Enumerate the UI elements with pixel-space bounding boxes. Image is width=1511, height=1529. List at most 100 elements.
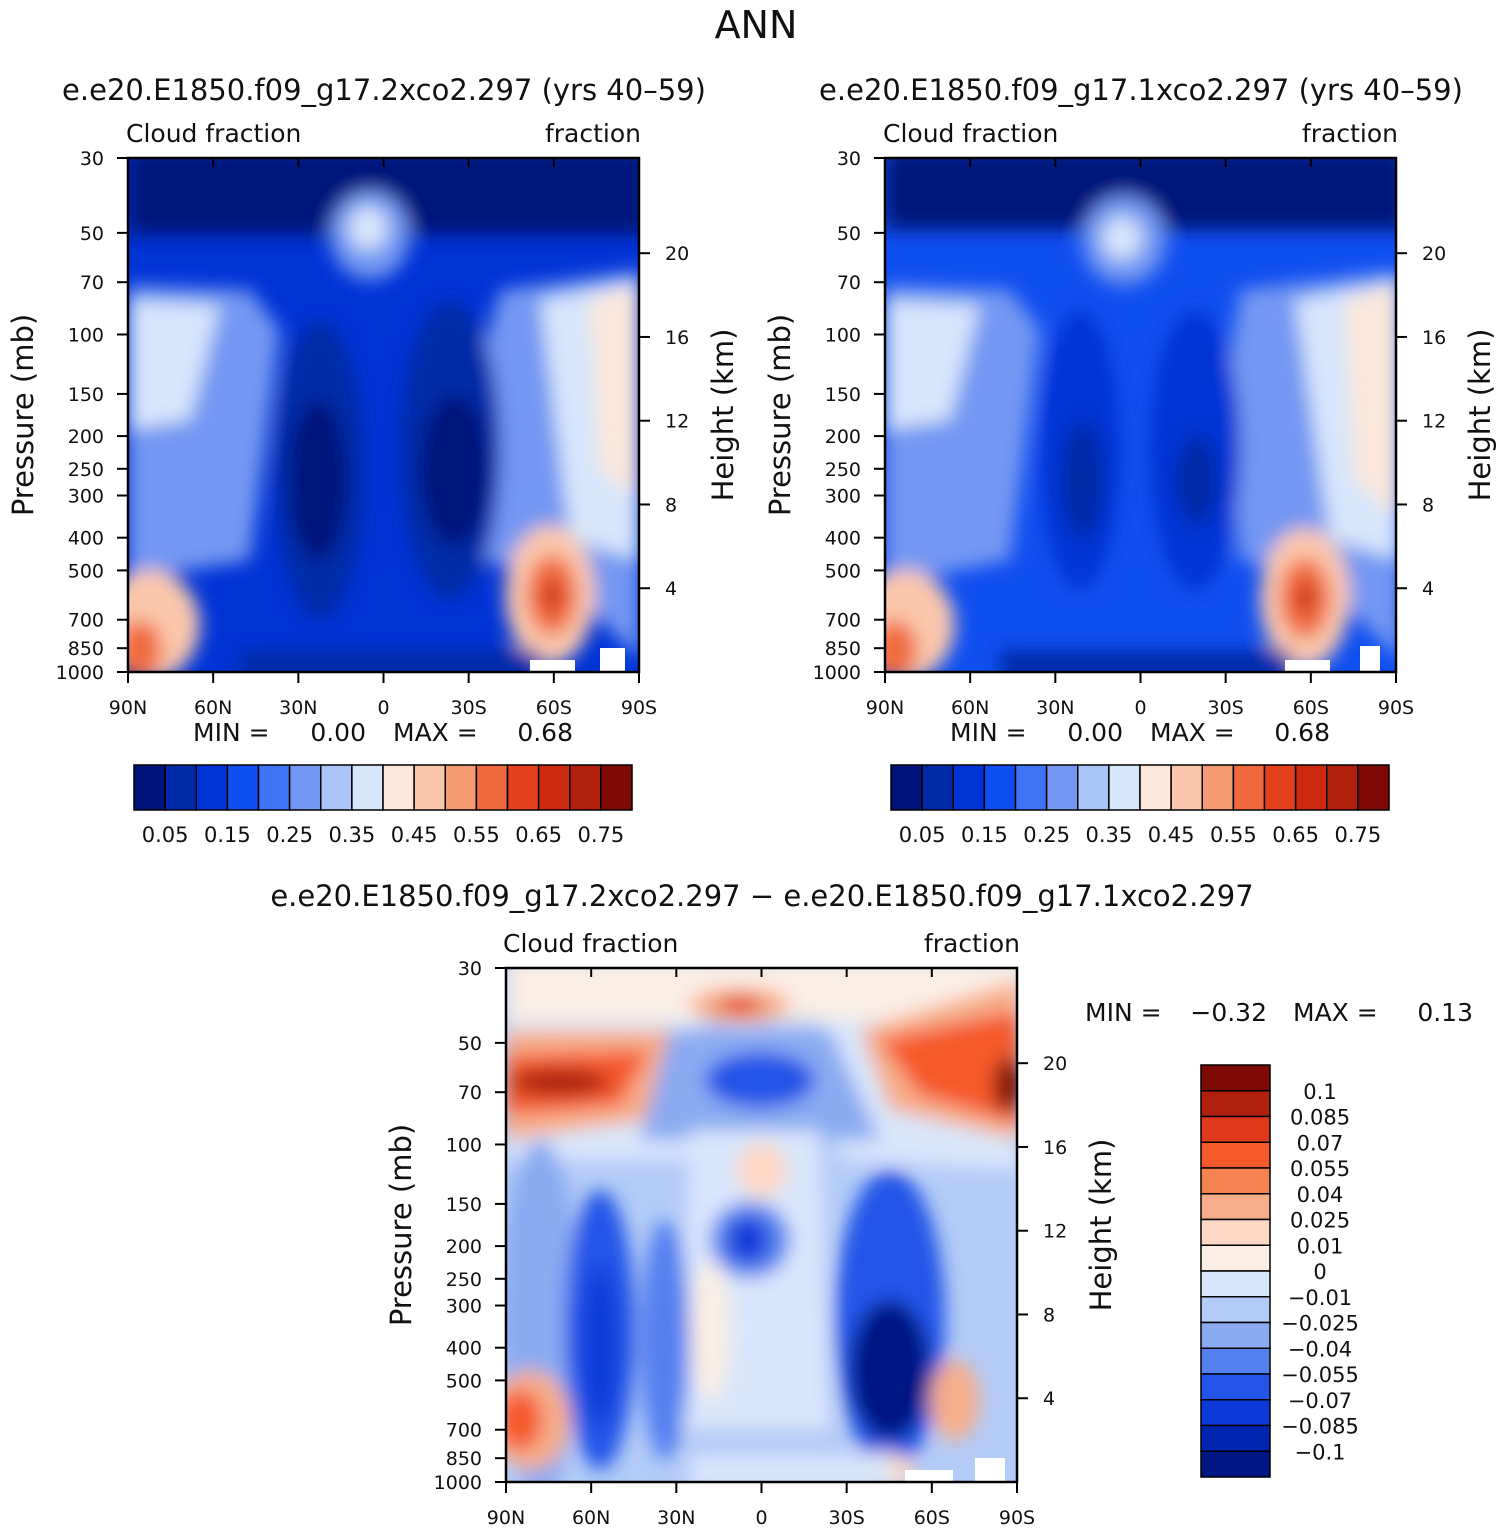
x-tick-label: 90N bbox=[109, 697, 147, 719]
colorbar-label: 0.55 bbox=[1210, 823, 1257, 847]
colorbar-swatch bbox=[1200, 1193, 1271, 1221]
panel-2-y2label: Height (km) bbox=[1463, 329, 1497, 502]
colorbar-label: −0.1 bbox=[1295, 1440, 1346, 1464]
colorbar-swatch bbox=[1326, 764, 1359, 811]
y-tick-label: 70 bbox=[458, 1082, 482, 1104]
panel-1-min-value: 0.00 bbox=[310, 718, 366, 747]
colorbar-swatch bbox=[1263, 764, 1297, 811]
y-tick-label: 100 bbox=[446, 1134, 482, 1156]
colorbar-swatch bbox=[195, 764, 229, 811]
y-tick-label: 1000 bbox=[813, 662, 861, 684]
x-tick-label: 0 bbox=[755, 1507, 767, 1529]
x-tick-label: 30N bbox=[279, 697, 317, 719]
panel-2-min-value: 0.00 bbox=[1067, 718, 1123, 747]
panel-3-right-label: fraction bbox=[924, 929, 1020, 958]
x-tick-label: 30N bbox=[657, 1507, 695, 1529]
colorbar-swatch bbox=[1200, 1450, 1271, 1478]
panel-2-x-labels: 90N 60N 30N 0 30S 60S 90S bbox=[866, 697, 1414, 719]
y-tick-label: 50 bbox=[80, 223, 104, 245]
colorbar-swatch bbox=[1200, 1218, 1271, 1246]
colorbar-swatch bbox=[890, 764, 923, 811]
colorbar-swatch bbox=[952, 764, 986, 811]
y2-tick-label: 12 bbox=[1422, 411, 1446, 433]
y-tick-label: 700 bbox=[825, 610, 861, 632]
y2-tick-label: 8 bbox=[665, 494, 677, 516]
panel-3-max-value: 0.13 bbox=[1417, 998, 1473, 1027]
x-tick-label: 0 bbox=[1134, 697, 1146, 719]
colorbar-label: 0.04 bbox=[1297, 1183, 1344, 1207]
colorbar-swatch bbox=[1200, 1296, 1271, 1324]
colorbar-label: 0.35 bbox=[1085, 823, 1132, 847]
colorbar-label: 0.1 bbox=[1303, 1080, 1336, 1104]
colorbar-swatch bbox=[600, 764, 633, 811]
panel-3-ylabel: Pressure (mb) bbox=[384, 1124, 418, 1326]
y-tick-label: 300 bbox=[68, 486, 104, 508]
colorbar-label: −0.025 bbox=[1281, 1312, 1359, 1336]
y-tick-label: 500 bbox=[825, 560, 861, 582]
colorbar-label: 0.65 bbox=[1272, 823, 1319, 847]
colorbar-swatch bbox=[537, 764, 571, 811]
panel-3-min-value: −0.32 bbox=[1190, 998, 1267, 1027]
colorbar-label: 0.55 bbox=[453, 823, 500, 847]
y2-tick-label: 4 bbox=[1422, 578, 1434, 600]
y-tick-label: 30 bbox=[80, 148, 104, 170]
x-tick-label: 60N bbox=[194, 697, 232, 719]
colorbar-swatch bbox=[413, 764, 446, 811]
colorbar-label: −0.07 bbox=[1288, 1389, 1352, 1413]
x-tick-label: 60S bbox=[914, 1507, 950, 1529]
colorbar-swatch bbox=[257, 764, 291, 811]
panel-2-contour-field bbox=[885, 158, 1396, 672]
panel-2-max-label: MAX = bbox=[1150, 718, 1235, 747]
x-tick-label: 30S bbox=[1208, 697, 1244, 719]
colorbar-label: 0.35 bbox=[328, 823, 375, 847]
colorbar-swatch bbox=[1200, 1090, 1271, 1118]
panel-1-right-label: fraction bbox=[545, 119, 641, 148]
y-tick-label: 700 bbox=[446, 1420, 482, 1442]
colorbar-swatch bbox=[1108, 764, 1141, 811]
colorbar-swatch bbox=[1200, 1424, 1271, 1452]
y2-tick-label: 8 bbox=[1422, 494, 1434, 516]
colorbar-label: 0.25 bbox=[1023, 823, 1070, 847]
panel-3-min-label: MIN = bbox=[1085, 998, 1162, 1027]
y-tick-label: 250 bbox=[825, 459, 861, 481]
panel-1-contour-field bbox=[128, 158, 639, 672]
y2-tick-label: 4 bbox=[1043, 1388, 1055, 1410]
panel-2-colorbar bbox=[890, 764, 1390, 811]
y-tick-label: 200 bbox=[446, 1236, 482, 1258]
colorbar-label: 0.45 bbox=[391, 823, 438, 847]
panel-2-min-label: MIN = bbox=[950, 718, 1027, 747]
colorbar-swatch bbox=[1200, 1064, 1271, 1092]
y-tick-label: 400 bbox=[446, 1338, 482, 1360]
colorbar-swatch bbox=[133, 764, 166, 811]
panel-1-y2-labels: 20 16 12 8 4 bbox=[665, 243, 689, 600]
colorbar-swatch bbox=[1200, 1270, 1271, 1298]
colorbar-label: −0.01 bbox=[1288, 1286, 1352, 1310]
panel-2-y2-labels: 20 16 12 8 4 bbox=[1422, 243, 1446, 600]
y-tick-label: 250 bbox=[68, 459, 104, 481]
panel-2-title: e.e20.E1850.f09_g17.1xco2.297 (yrs 40–59… bbox=[819, 73, 1463, 107]
colorbar-swatch bbox=[1357, 764, 1390, 811]
y-tick-label: 400 bbox=[68, 528, 104, 550]
colorbar-swatch bbox=[921, 764, 954, 811]
colorbar-swatch bbox=[1077, 764, 1110, 811]
y-tick-label: 70 bbox=[80, 272, 104, 294]
colorbar-swatch bbox=[1232, 764, 1266, 811]
x-tick-label: 60N bbox=[572, 1507, 610, 1529]
panel-1-colorbar bbox=[133, 764, 633, 811]
panel-2-right-label: fraction bbox=[1302, 119, 1398, 148]
x-tick-label: 90S bbox=[999, 1507, 1035, 1529]
panel-1-x-labels: 90N 60N 30N 0 30S 60S 90S bbox=[109, 697, 657, 719]
colorbar-swatch bbox=[164, 764, 197, 811]
colorbar-swatch bbox=[288, 764, 322, 811]
y2-tick-label: 12 bbox=[665, 411, 689, 433]
y-tick-label: 50 bbox=[458, 1033, 482, 1055]
colorbar-label: 0.65 bbox=[515, 823, 562, 847]
colorbar-label: 0.025 bbox=[1290, 1209, 1350, 1233]
y-tick-label: 850 bbox=[68, 638, 104, 660]
colorbar-label: 0.05 bbox=[142, 823, 189, 847]
colorbar-label: 0.085 bbox=[1290, 1106, 1350, 1130]
panel-3-x-labels: 90N 60N 30N 0 30S 60S 90S bbox=[487, 1507, 1035, 1529]
colorbar-swatch bbox=[1045, 764, 1079, 811]
